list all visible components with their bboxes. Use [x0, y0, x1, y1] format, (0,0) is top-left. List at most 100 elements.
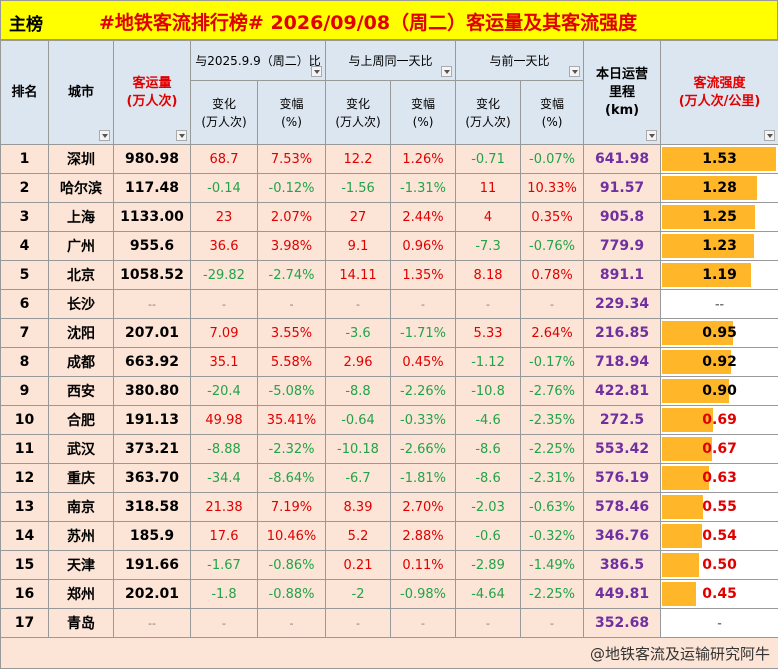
table-row: 8 成都 663.92 35.1 5.58% 2.96 0.45% -1.12 -0.17% 71… [0, 347, 778, 377]
pct-cell: -2.25% [520, 579, 585, 609]
header-unit: (%) [541, 114, 563, 129]
filter-button[interactable] [99, 130, 110, 141]
change-cell: 36.6 [190, 231, 258, 261]
rank-cell: 3 [0, 202, 49, 232]
change-cell: 17.6 [190, 521, 258, 551]
table-row: 4 广州 955.6 36.6 3.98% 9.1 0.96% -7.3 -0.76% 779.9… [0, 231, 778, 261]
change-cell: 9.1 [325, 231, 392, 261]
filter-button[interactable] [176, 130, 187, 141]
header-unit: (%) [281, 114, 302, 129]
change-cell: 12.2 [325, 144, 392, 174]
change-cell: - [190, 289, 258, 319]
city-cell: 成都 [48, 347, 114, 377]
header-mileage: 本日运营 里程 (km) [583, 40, 662, 145]
table-row: 14 苏州 185.9 17.6 10.46% 5.2 2.88% -0.6 -0.32% 346… [0, 521, 778, 551]
intensity-bar [662, 205, 756, 229]
header-unit: (万人次/公里) [678, 93, 761, 109]
header-group: 与前一天比 [455, 40, 585, 81]
pct-cell: -0.17% [520, 347, 585, 377]
rank-cell: 6 [0, 289, 49, 319]
pct-cell: -8.64% [256, 463, 327, 493]
header-text: 与上周同一天比 [348, 53, 433, 68]
pct-cell: -0.33% [390, 405, 457, 435]
sub-header: 变幅 (%) [520, 80, 585, 145]
mileage-cell: 905.8 [583, 202, 662, 232]
rank-cell: 8 [0, 347, 49, 377]
cell-text: 0.55 [702, 499, 737, 515]
change-cell: 5.33 [455, 318, 522, 348]
mileage-cell: 91.57 [583, 173, 662, 203]
change-cell: -2.03 [455, 492, 522, 522]
tab-label: 主榜 [9, 15, 43, 35]
city-cell: 武汉 [48, 434, 114, 464]
intensity-cell: 0.63 [660, 463, 778, 493]
title-bar: 主榜 #地铁客流排行榜# 2026/09/08（周二）客运量及其客流强度 [0, 0, 778, 40]
cell-text: 0.69 [702, 412, 737, 428]
mileage-cell: 718.94 [583, 347, 662, 377]
sub-header: 变幅 (%) [390, 80, 457, 145]
table-row: 10 合肥 191.13 49.98 35.41% -0.64 -0.33% -4.6 -2.3… [0, 405, 778, 435]
rank-cell: 13 [0, 492, 49, 522]
intensity-bar [662, 234, 754, 258]
change-cell: -1.67 [190, 550, 258, 580]
city-cell: 西安 [48, 376, 114, 406]
pct-cell: 3.55% [256, 318, 327, 348]
table-row: 13 南京 318.58 21.38 7.19% 8.39 2.70% -2.03 -0.63%… [0, 492, 778, 522]
pct-cell: -1.31% [390, 173, 457, 203]
intensity-cell: 1.23 [660, 231, 778, 261]
mileage-cell: 346.76 [583, 521, 662, 551]
change-cell: 21.38 [190, 492, 258, 522]
header-text: 变幅 [540, 96, 565, 111]
change-cell: 14.11 [325, 260, 392, 290]
sub-header: 变化 (万人次) [325, 80, 392, 145]
filter-button[interactable] [311, 66, 323, 77]
change-cell: 8.18 [455, 260, 522, 290]
cell-text: 1.23 [702, 238, 737, 254]
table-row: 1 深圳 980.98 68.7 7.53% 12.2 1.26% -0.71 -0.07% 64… [0, 144, 778, 174]
change-cell: 27 [325, 202, 392, 232]
pct-cell: -2.26% [390, 376, 457, 406]
ridership-cell: 1058.52 [113, 260, 191, 290]
intensity-cell: 0.95 [660, 318, 778, 348]
sub-header: 变化 (万人次) [455, 80, 522, 145]
city-cell: 深圳 [48, 144, 114, 174]
intensity-bar [662, 524, 703, 548]
change-cell: -2 [325, 579, 392, 609]
pct-cell: 10.33% [520, 173, 585, 203]
city-cell: 哈尔滨 [48, 173, 114, 203]
header-intensity: 客流强度 (万人次/公里) [660, 40, 778, 145]
change-cell: 7.09 [190, 318, 258, 348]
filter-button[interactable] [441, 66, 453, 77]
change-cell: -6.7 [325, 463, 392, 493]
change-cell: -34.4 [190, 463, 258, 493]
filter-button[interactable] [646, 130, 658, 141]
mileage-cell: 641.98 [583, 144, 662, 174]
change-cell: 49.98 [190, 405, 258, 435]
change-cell: 2.96 [325, 347, 392, 377]
change-cell: -4.6 [455, 405, 522, 435]
filter-button[interactable] [569, 66, 581, 77]
ridership-cell: 955.6 [113, 231, 191, 261]
pct-cell: 35.41% [256, 405, 327, 435]
ridership-cell: 191.13 [113, 405, 191, 435]
rank-cell: 12 [0, 463, 49, 493]
pct-cell: - [520, 289, 585, 319]
cell-text: 0.63 [702, 470, 737, 486]
pct-cell: 3.98% [256, 231, 327, 261]
change-cell: 5.2 [325, 521, 392, 551]
filter-button[interactable] [764, 130, 776, 141]
intensity-cell: 0.55 [660, 492, 778, 522]
change-cell: -3.6 [325, 318, 392, 348]
pct-cell: 1.35% [390, 260, 457, 290]
intensity-bar [662, 147, 777, 171]
intensity-bar [662, 321, 733, 345]
header-text: 客流强度 [693, 75, 746, 91]
ridership-cell: 207.01 [113, 318, 191, 348]
ridership-cell: 202.01 [113, 579, 191, 609]
pct-cell: - [520, 608, 585, 638]
city-cell: 合肥 [48, 405, 114, 435]
rank-cell: 5 [0, 260, 49, 290]
pct-cell: -2.25% [520, 434, 585, 464]
table-row: 3 上海 1133.00 23 2.07% 27 2.44% 4 0.35% 905.8 1.25 [0, 202, 778, 232]
change-cell: -8.88 [190, 434, 258, 464]
